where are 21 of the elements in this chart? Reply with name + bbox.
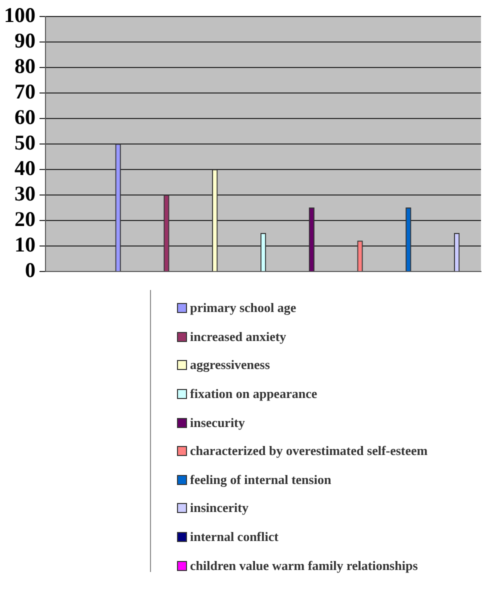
legend-label: aggressiveness bbox=[190, 357, 270, 374]
y-tick-label: 90 bbox=[14, 28, 36, 53]
legend-label: insincerity bbox=[190, 500, 248, 516]
y-tick-label: 10 bbox=[14, 232, 36, 257]
legend-label: fixation on appearance bbox=[190, 386, 318, 402]
legend-label: increased anxiety bbox=[190, 328, 286, 345]
legend-label: characterized by overestimated self-esteem bbox=[190, 443, 428, 460]
y-tick-label: 70 bbox=[14, 80, 36, 104]
y-tick-label: 80 bbox=[14, 54, 36, 78]
y-tick-label: 100 bbox=[4, 3, 36, 28]
y-tick-label: 40 bbox=[14, 156, 36, 180]
y-tick-label: 20 bbox=[14, 207, 36, 232]
legend-label: internal conflict bbox=[190, 529, 278, 546]
y-tick-label: 30 bbox=[14, 182, 36, 206]
y-tick-label: 50 bbox=[14, 130, 36, 155]
y-tick-label: 0 bbox=[25, 258, 36, 282]
legend-label: feeling of internal tension bbox=[190, 472, 332, 488]
legend-label: primary school age bbox=[190, 300, 296, 316]
legend-label: children value warm family relationships bbox=[190, 558, 418, 574]
legend-label: insecurity bbox=[190, 414, 245, 431]
y-tick-label: 60 bbox=[14, 105, 36, 130]
